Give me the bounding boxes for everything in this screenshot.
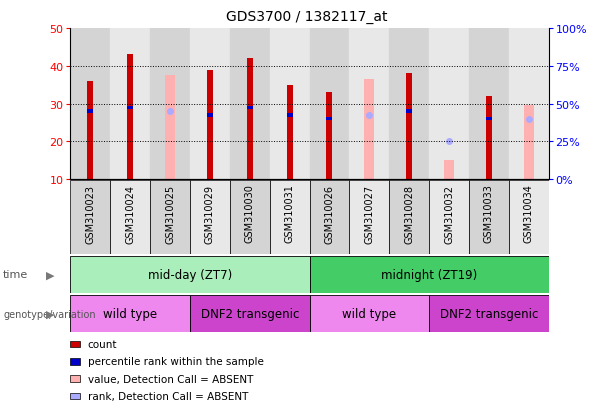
Text: ▶: ▶	[46, 270, 55, 280]
Bar	[406, 74, 412, 180]
Bar	[88, 110, 93, 114]
Bar	[509, 180, 549, 254]
Bar	[310, 256, 549, 293]
Text: GSM310026: GSM310026	[324, 184, 335, 243]
Bar	[310, 29, 349, 180]
Bar	[190, 295, 310, 332]
Bar	[150, 180, 190, 254]
Bar	[287, 114, 292, 117]
Bar	[190, 29, 230, 180]
Bar	[509, 29, 549, 180]
Bar	[70, 180, 110, 254]
Text: wild type: wild type	[103, 307, 158, 320]
Bar	[110, 180, 150, 254]
Text: GSM310023: GSM310023	[85, 184, 96, 243]
Bar	[70, 295, 190, 332]
Text: percentile rank within the sample: percentile rank within the sample	[88, 356, 264, 366]
Bar	[486, 97, 492, 180]
Bar	[230, 29, 270, 180]
Bar	[469, 29, 509, 180]
Bar	[128, 55, 133, 180]
Bar	[70, 256, 310, 293]
Bar	[349, 29, 389, 180]
Text: GSM310025: GSM310025	[165, 184, 175, 243]
Bar	[444, 161, 454, 180]
Text: mid-day (ZT7): mid-day (ZT7)	[148, 268, 232, 281]
Text: GDS3700 / 1382117_at: GDS3700 / 1382117_at	[226, 10, 387, 24]
Bar	[429, 295, 549, 332]
Bar	[486, 118, 492, 121]
Text: time: time	[3, 270, 28, 280]
Bar	[389, 29, 429, 180]
Bar	[429, 180, 469, 254]
Bar	[270, 29, 310, 180]
Text: DNF2 transgenic: DNF2 transgenic	[440, 307, 538, 320]
Bar	[247, 107, 253, 110]
Text: GSM310034: GSM310034	[524, 184, 534, 243]
Text: GSM310027: GSM310027	[364, 184, 375, 243]
Bar	[327, 118, 332, 121]
Bar	[165, 76, 175, 180]
Text: GSM310028: GSM310028	[404, 184, 414, 243]
Text: GSM310033: GSM310033	[484, 184, 494, 243]
Text: GSM310024: GSM310024	[125, 184, 135, 243]
Text: GSM310031: GSM310031	[284, 184, 295, 243]
Text: GSM310029: GSM310029	[205, 184, 215, 243]
Text: DNF2 transgenic: DNF2 transgenic	[200, 307, 299, 320]
Bar	[429, 29, 469, 180]
Text: GSM310032: GSM310032	[444, 184, 454, 243]
Bar	[128, 107, 133, 110]
Bar	[230, 180, 270, 254]
Text: rank, Detection Call = ABSENT: rank, Detection Call = ABSENT	[88, 391, 248, 401]
Bar	[364, 80, 375, 180]
Bar	[150, 29, 190, 180]
Bar	[389, 180, 429, 254]
Bar	[524, 106, 534, 180]
Text: wild type: wild type	[342, 307, 397, 320]
Bar	[349, 180, 389, 254]
Bar	[207, 114, 213, 117]
Text: midnight (ZT19): midnight (ZT19)	[381, 268, 478, 281]
Text: ▶: ▶	[46, 309, 55, 319]
Text: GSM310030: GSM310030	[245, 184, 255, 243]
Bar	[310, 295, 429, 332]
Bar	[207, 70, 213, 180]
Text: count: count	[88, 339, 117, 349]
Bar	[287, 85, 292, 180]
Text: genotype/variation: genotype/variation	[3, 309, 96, 319]
Bar	[310, 180, 349, 254]
Bar	[270, 180, 310, 254]
Text: value, Detection Call = ABSENT: value, Detection Call = ABSENT	[88, 374, 253, 384]
Bar	[190, 180, 230, 254]
Bar	[406, 110, 412, 114]
Bar	[110, 29, 150, 180]
Bar	[469, 180, 509, 254]
Bar	[247, 59, 253, 180]
Bar	[70, 29, 110, 180]
Bar	[88, 82, 93, 180]
Bar	[327, 93, 332, 180]
